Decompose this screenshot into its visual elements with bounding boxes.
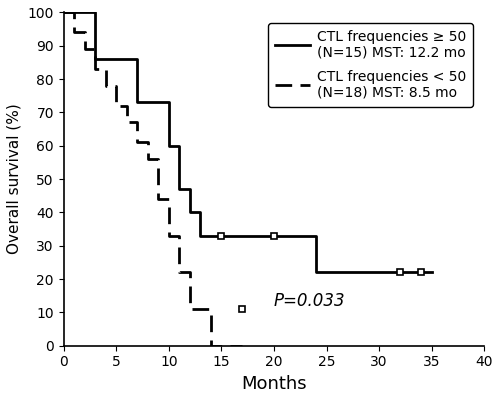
Legend: CTL frequencies ≥ 50
(N=15) MST: 12.2 mo, CTL frequencies < 50
(N=18) MST: 8.5 m: CTL frequencies ≥ 50 (N=15) MST: 12.2 mo…: [268, 23, 473, 107]
Text: P=0.033: P=0.033: [274, 292, 345, 310]
Y-axis label: Overall survival (%): Overall survival (%): [7, 104, 22, 254]
X-axis label: Months: Months: [241, 375, 307, 393]
